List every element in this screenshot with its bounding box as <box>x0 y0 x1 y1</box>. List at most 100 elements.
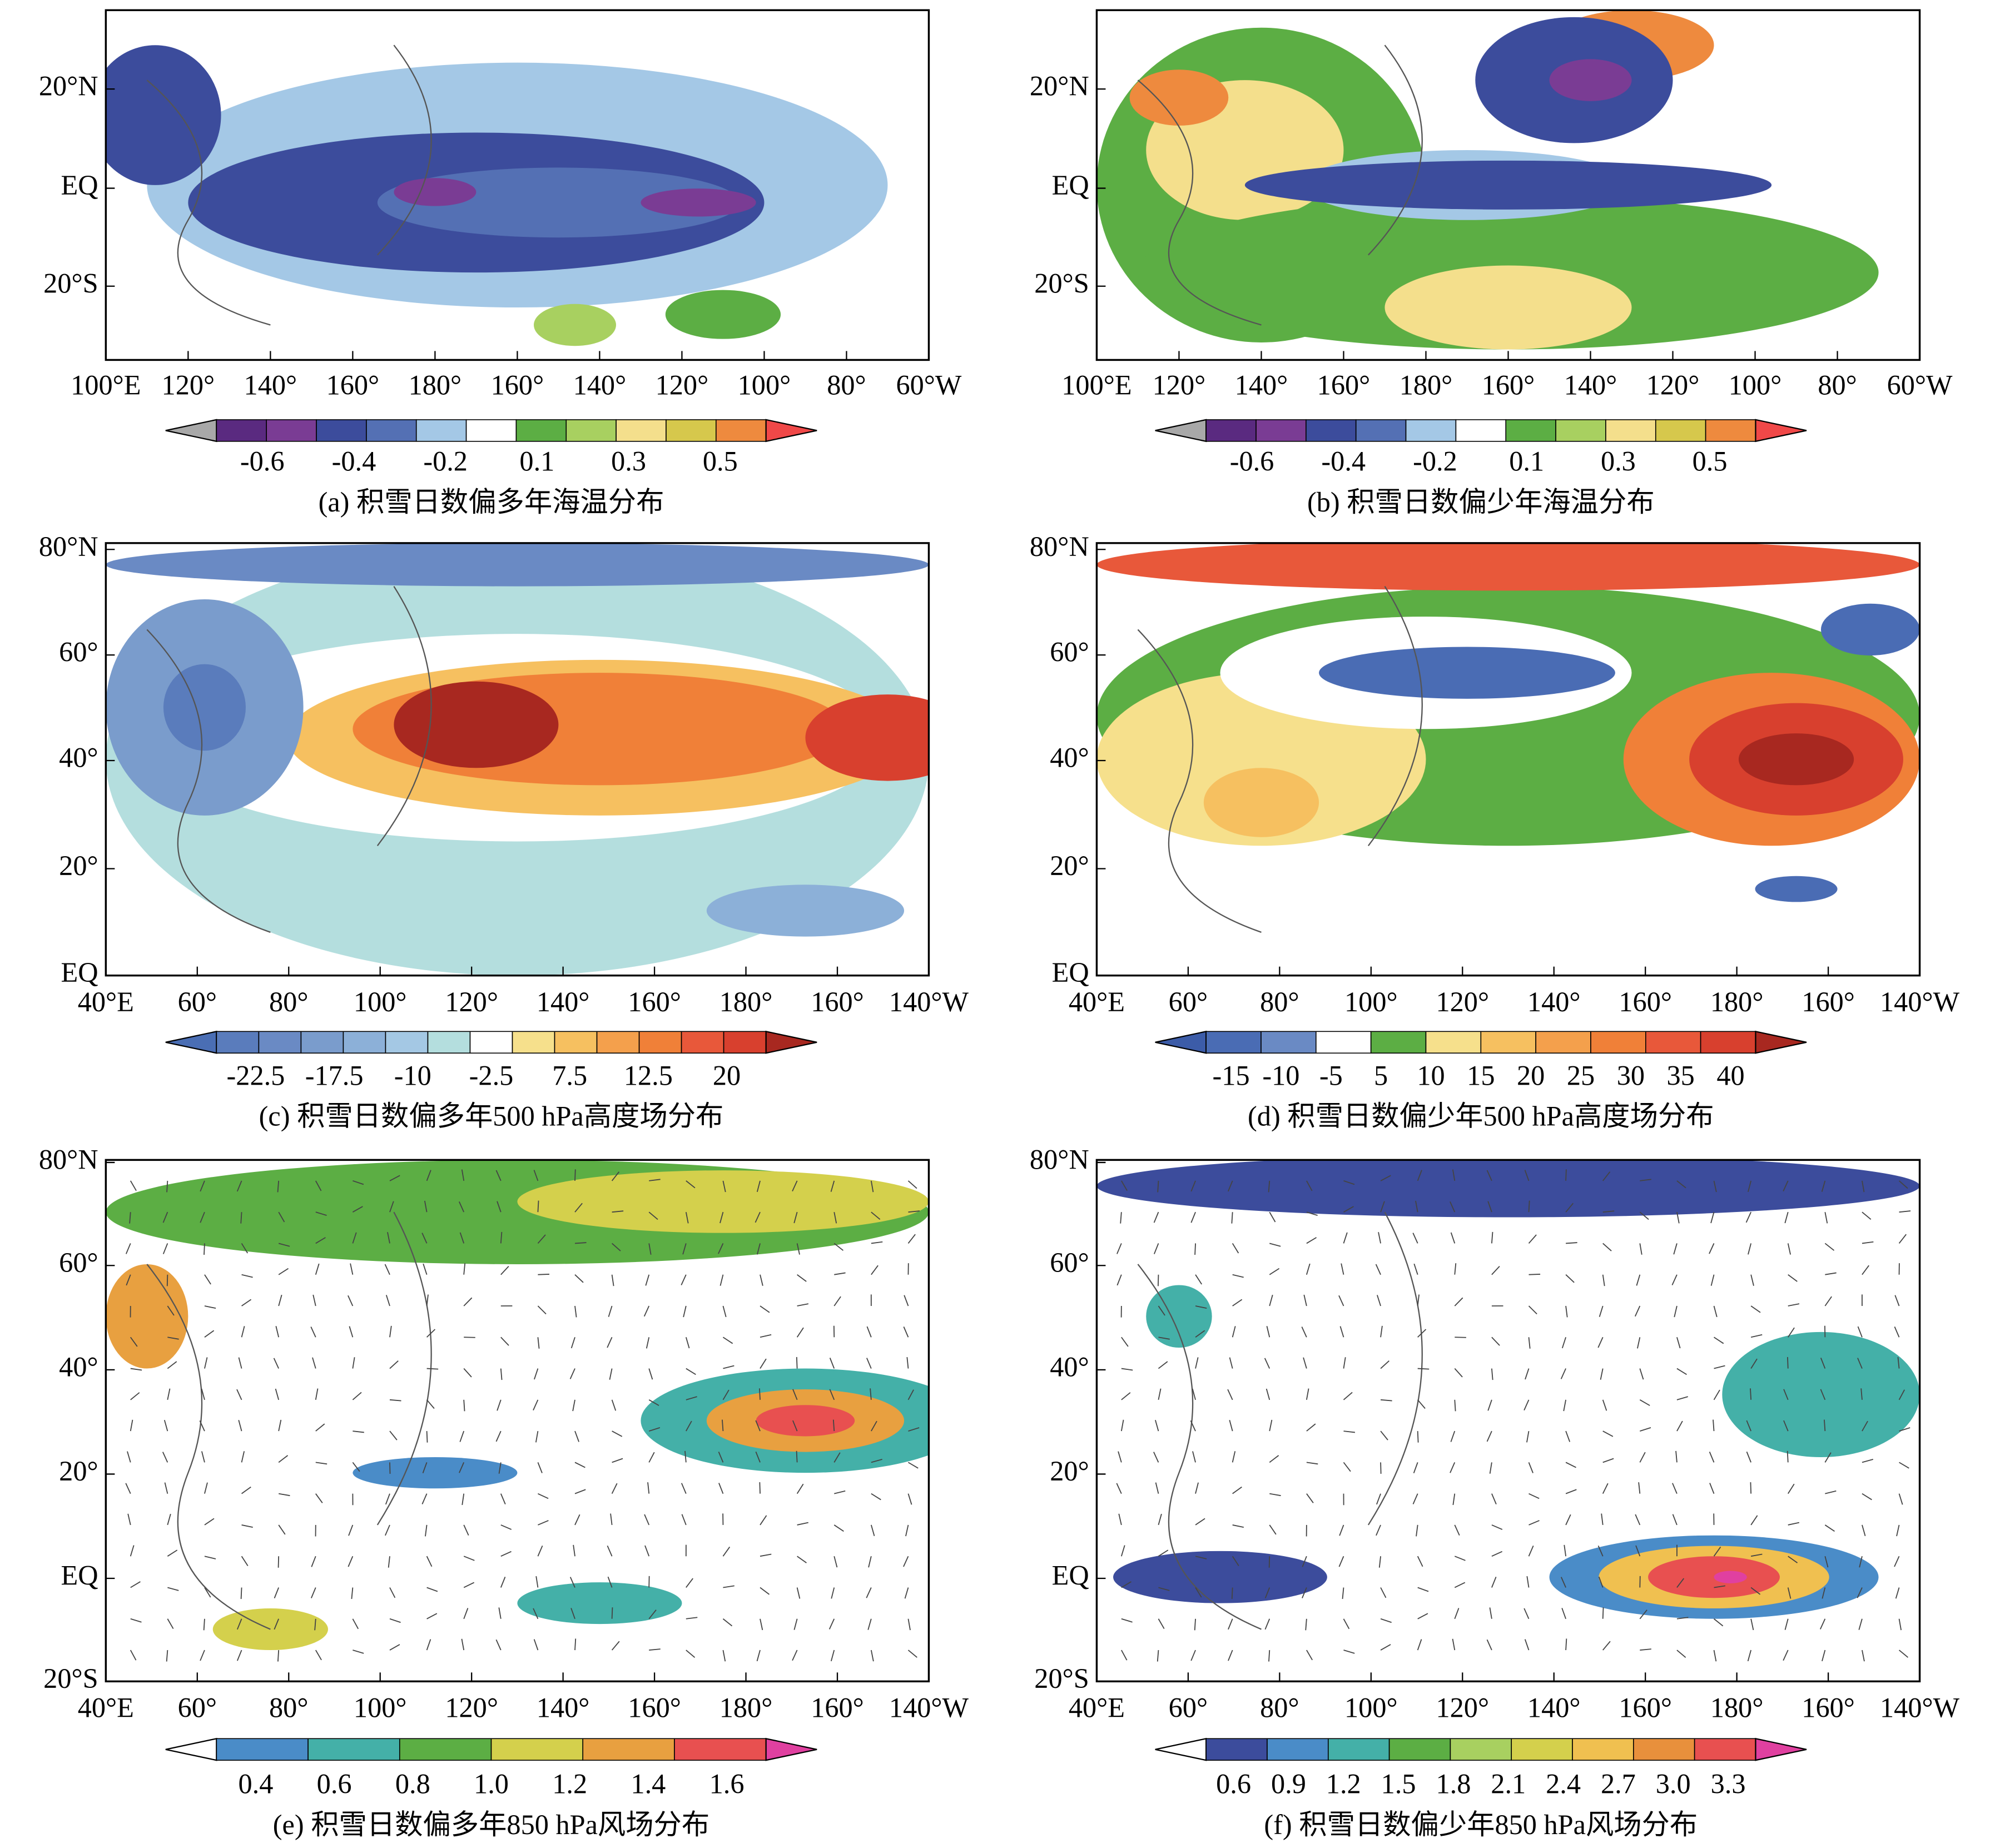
wind-vector <box>1676 1420 1683 1432</box>
contour-region <box>1244 160 1772 210</box>
wind-vector <box>163 1420 168 1432</box>
x-tick-label: 60° <box>178 1692 217 1723</box>
wind-vector <box>353 1650 364 1654</box>
wind-vector <box>1343 1392 1353 1400</box>
wind-vector <box>1454 1582 1466 1588</box>
caption: (c) 积雪日数偏多年500 hPa高度场分布 <box>259 1101 724 1132</box>
wind-vector <box>1637 1337 1641 1349</box>
wind-vector <box>1412 1233 1418 1244</box>
wind-vector <box>648 1243 652 1255</box>
wind-vector <box>1639 1609 1647 1620</box>
wind-vector <box>1750 1618 1754 1631</box>
wind-vector <box>1895 1587 1900 1599</box>
x-tick-label: 80° <box>1818 369 1857 400</box>
colorbar-label: 7.5 <box>552 1060 587 1091</box>
wind-vector <box>204 1305 216 1309</box>
wind-vector <box>1343 1650 1355 1654</box>
wind-vector <box>1195 1556 1207 1559</box>
contour-region <box>353 1457 518 1489</box>
wind-vector <box>871 1265 879 1275</box>
colorbar-segment <box>1572 1738 1634 1761</box>
wind-vector <box>495 1639 502 1651</box>
wind-vector <box>1640 1179 1651 1181</box>
y-tick-label: 40° <box>1050 1351 1089 1382</box>
wind-vector <box>315 1180 322 1191</box>
wind-vector <box>1450 1232 1456 1244</box>
wind-vector <box>130 1419 133 1432</box>
wind-vector <box>426 1556 433 1567</box>
wind-vector <box>238 1419 242 1432</box>
contour-region <box>665 290 781 339</box>
wind-vector <box>426 1329 436 1338</box>
x-tick-label: 80° <box>1260 986 1299 1017</box>
wind-vector <box>1899 1210 1911 1213</box>
wind-vector <box>279 1493 290 1497</box>
wind-vector <box>1750 1553 1763 1557</box>
wind-vector <box>755 1420 761 1432</box>
y-tick-label: 60° <box>59 1247 98 1278</box>
wind-vector <box>1118 1451 1122 1463</box>
colorbar-segment <box>415 419 467 442</box>
x-tick-label: 120° <box>1646 369 1700 400</box>
wind-vector <box>1195 1482 1199 1494</box>
colorbar-segment <box>1633 1738 1695 1761</box>
x-tick-label: 60°W <box>896 369 962 400</box>
x-tick-label: 160° <box>811 1692 864 1723</box>
wind-vector <box>1268 1556 1271 1568</box>
wind-vector <box>278 1524 286 1535</box>
wind-vector <box>1454 1368 1463 1378</box>
wind-vector <box>1524 1639 1530 1651</box>
wind-vector <box>1487 1399 1492 1411</box>
wind-vector <box>796 1327 804 1338</box>
wind-vector <box>1269 1268 1280 1275</box>
wind-vector <box>574 1489 586 1494</box>
contour-region <box>517 1582 682 1625</box>
wind-vector <box>538 1274 550 1275</box>
wind-vector <box>574 1430 579 1442</box>
wind-vector <box>685 1337 690 1349</box>
wind-vector <box>538 1520 549 1526</box>
wind-vector <box>1748 1180 1752 1193</box>
colorbar-end <box>765 1030 817 1054</box>
x-tick-label: 160° <box>811 986 864 1017</box>
wind-vector <box>718 1483 724 1494</box>
wind-vector <box>1820 1389 1826 1400</box>
wind-vector <box>1229 1357 1233 1369</box>
wind-vector <box>644 1545 650 1557</box>
wind-vector <box>1783 1420 1789 1432</box>
colorbar-label: -0.6 <box>240 446 285 477</box>
colorbar-label: 15 <box>1467 1060 1495 1091</box>
wind-vector <box>1264 1618 1271 1630</box>
wind-vector <box>1528 1462 1534 1473</box>
wind-vector <box>1412 1493 1418 1504</box>
x-tick-label: 40°E <box>78 1692 134 1723</box>
map-field <box>106 1160 929 1682</box>
colorbar-label: 1.2 <box>1326 1768 1361 1800</box>
wind-vector <box>1899 1462 1909 1469</box>
wind-vector <box>1748 1243 1752 1255</box>
x-tick-label: 100° <box>1344 1692 1398 1723</box>
wind-vector <box>1862 1524 1866 1536</box>
wind-vector <box>1264 1358 1271 1369</box>
wind-vector <box>1857 1587 1863 1598</box>
colorbar-label: 20 <box>1517 1060 1545 1091</box>
wind-vector <box>907 1234 916 1244</box>
x-tick-label: 180° <box>719 1692 773 1723</box>
wind-vector <box>760 1515 767 1526</box>
wind-vector <box>459 1462 465 1473</box>
colorbar-label: 5 <box>1374 1060 1388 1091</box>
wind-vector <box>425 1524 428 1537</box>
wind-vector <box>167 1388 171 1400</box>
wind-vector <box>907 1493 912 1505</box>
y-tick-label: 80°N <box>39 1144 98 1175</box>
map-field <box>106 543 929 976</box>
x-tick-label: 120° <box>1153 369 1206 400</box>
wind-vector <box>315 1237 326 1244</box>
wind-vector <box>1343 1206 1354 1213</box>
wind-vector <box>498 1462 502 1474</box>
wind-vector <box>870 1180 874 1193</box>
wind-vector <box>1528 1545 1534 1557</box>
wind-vector <box>1602 1430 1614 1437</box>
wind-vector <box>612 1458 623 1463</box>
wind-vector <box>461 1169 465 1181</box>
